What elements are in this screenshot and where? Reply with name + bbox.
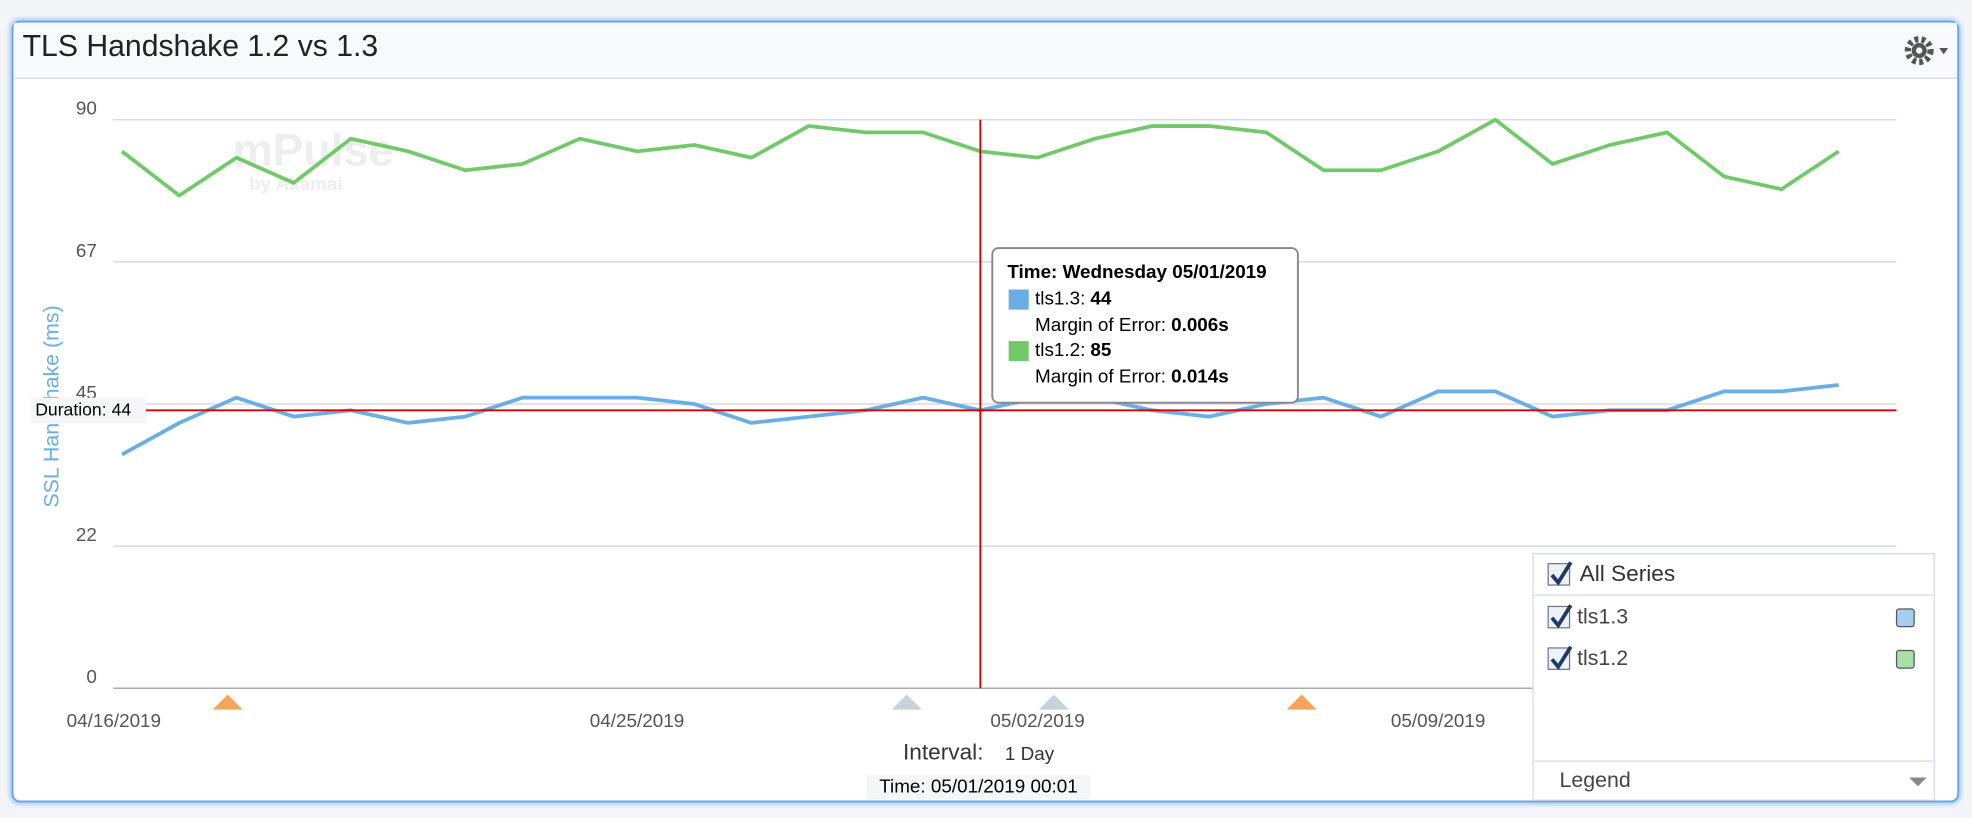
tooltip-swatch xyxy=(1008,289,1029,310)
y-tick-label: 45 xyxy=(76,382,97,403)
tooltip-error-label: Margin of Error: xyxy=(1035,366,1166,387)
tooltip-error: Margin of Error: 0.014s xyxy=(1035,366,1229,387)
tooltip-series: tls1.3: xyxy=(1035,288,1085,309)
time-box xyxy=(866,774,1091,799)
x-tick-label: 04/16/2019 xyxy=(67,710,161,731)
header xyxy=(13,22,1957,79)
x-tick-label: 04/25/2019 xyxy=(590,710,684,731)
y-tick-label: 22 xyxy=(76,524,97,545)
tooltip-error-value: 0.014s xyxy=(1171,366,1229,387)
legend-label: tls1.3 xyxy=(1577,604,1628,628)
tooltip-title: Time: Wednesday 05/01/2019 xyxy=(1007,261,1266,282)
x-tick-label: 05/09/2019 xyxy=(1391,710,1485,731)
checkmark xyxy=(1550,645,1573,671)
legend-swatch xyxy=(1895,608,1915,628)
legend-all: All Series xyxy=(1580,561,1676,586)
crosshair-value: 44 xyxy=(112,399,132,419)
tooltip-swatch xyxy=(1008,341,1029,362)
tooltip-error-value: 0.006s xyxy=(1171,314,1229,335)
tooltip-value: 85 xyxy=(1090,339,1111,360)
checkmark xyxy=(1550,604,1573,629)
tooltip-row: tls1.3: 44 xyxy=(1035,288,1112,309)
x-tick-label: 05/02/2019 xyxy=(990,710,1084,731)
y-tick-label: 67 xyxy=(76,240,97,261)
tooltip xyxy=(991,247,1299,404)
watermark: by Akamai xyxy=(249,173,343,194)
frame xyxy=(11,20,1960,803)
y-tick-label: 90 xyxy=(76,98,97,119)
crosshair-label: Duration: 44 xyxy=(35,399,131,419)
legend-label: tls1.2 xyxy=(1577,646,1628,670)
legend-toggle[interactable] xyxy=(1909,777,1927,787)
tooltip-error-label: Margin of Error: xyxy=(1035,314,1166,335)
crosshair-label-bg xyxy=(30,397,146,423)
tooltip-error: Margin of Error: 0.006s xyxy=(1035,314,1229,335)
tooltip-value: 44 xyxy=(1090,288,1111,309)
interval-label: Interval: xyxy=(903,740,983,765)
chart-title: TLS Handshake 1.2 vs 1.3 xyxy=(23,30,379,63)
tooltip-series: tls1.2: xyxy=(1035,339,1085,360)
y-tick-label: 0 xyxy=(86,666,97,687)
interval-value[interactable]: 1 Day xyxy=(1005,743,1055,764)
crosshair-label-text: Duration: xyxy=(35,399,106,419)
time-label: Time: 05/01/2019 00:01 xyxy=(879,776,1078,797)
gear[interactable] xyxy=(1904,36,1949,66)
event-markers xyxy=(212,694,1317,710)
checkmark xyxy=(1550,561,1573,586)
legend-swatch xyxy=(1895,649,1915,669)
legend-box xyxy=(1532,553,1935,801)
tooltip-row: tls1.2: 85 xyxy=(1035,339,1111,360)
legend-title: Legend xyxy=(1559,768,1630,792)
